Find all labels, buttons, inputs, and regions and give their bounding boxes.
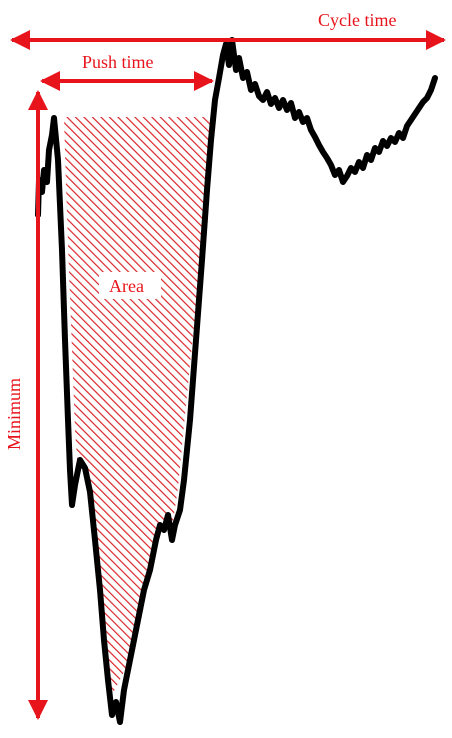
- push-time-label: Push time: [82, 52, 154, 72]
- area-label: Area: [109, 276, 144, 296]
- area-label-box: [99, 272, 161, 299]
- cycle-time-label: Cycle time: [318, 10, 396, 30]
- minimum-label: Minimum: [4, 378, 24, 450]
- signal-curve: [35, 37, 438, 725]
- hatched-area: [64, 117, 213, 695]
